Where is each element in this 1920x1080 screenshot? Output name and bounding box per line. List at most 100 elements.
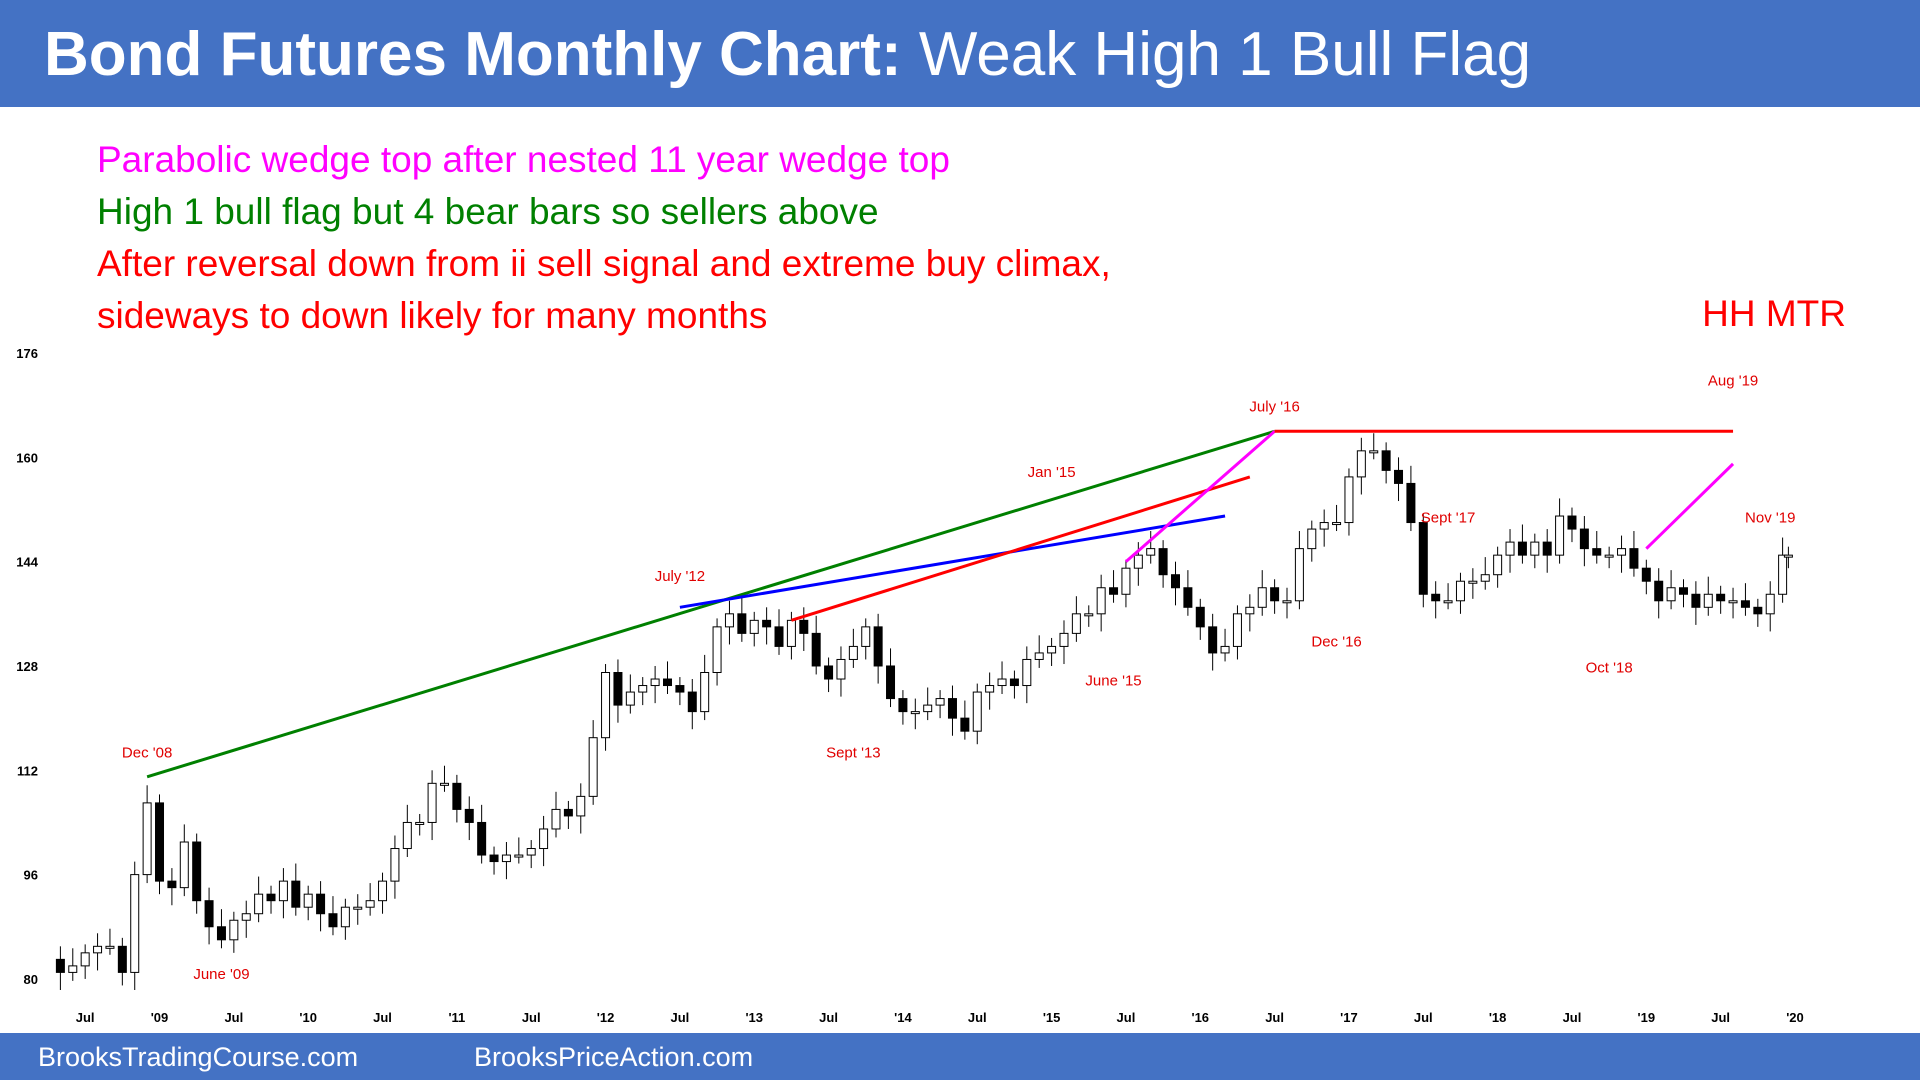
bull-candle: [1232, 613, 1242, 647]
x-tick-label: Jul: [1563, 1010, 1582, 1025]
event-label: Sept '17: [1421, 510, 1476, 527]
bull-candle: [105, 945, 115, 949]
bull-candle: [1617, 548, 1627, 556]
bear-candle: [960, 717, 970, 732]
bear-candle: [1170, 574, 1180, 589]
bear-candle: [452, 782, 462, 810]
event-label: Oct '18: [1586, 660, 1633, 677]
bull-candle: [601, 672, 611, 739]
chart-svg: 80 96 112 128 144 160 176 Jul '09 Jul '10 Jul '11 Jul…: [16, 346, 1803, 1025]
bear-candle: [464, 808, 474, 823]
bear-candle: [167, 880, 177, 889]
trend-line: [790, 475, 1251, 622]
bear-candle: [1753, 606, 1763, 615]
x-tick-label: Jul: [670, 1010, 689, 1025]
bull-candle: [1555, 515, 1565, 556]
event-label: Jan '15: [1028, 464, 1076, 481]
note-2: High 1 bull flag but 4 bear bars so sell…: [97, 191, 879, 232]
bear-candle: [117, 945, 127, 973]
bear-candle: [1009, 678, 1019, 687]
bull-candle: [923, 704, 933, 713]
bear-candle: [1208, 626, 1218, 654]
x-tick-label: Jul: [1117, 1010, 1136, 1025]
bear-candle: [1270, 587, 1280, 602]
bull-candle: [1121, 567, 1131, 595]
bear-candle: [291, 880, 301, 908]
bull-candle: [1530, 541, 1540, 556]
bull-candle: [278, 880, 288, 902]
event-label: June '15: [1085, 673, 1141, 690]
bull-candle: [1728, 600, 1738, 604]
bear-candle: [266, 893, 276, 902]
x-tick-label: '19: [1638, 1010, 1656, 1025]
bull-candle: [972, 691, 982, 732]
bull-candle: [1455, 580, 1465, 602]
bull-candle: [1282, 600, 1292, 604]
footer-left-link[interactable]: BrooksTradingCourse.com: [38, 1042, 359, 1072]
bear-candle: [328, 913, 338, 928]
bear-candle: [1542, 541, 1552, 556]
bull-candle: [1220, 645, 1230, 654]
trend-line: [1124, 430, 1276, 563]
bull-candle: [1783, 554, 1793, 558]
title-bar: Bond Futures Monthly Chart: Weak High 1 …: [0, 0, 1920, 107]
bear-candle: [1195, 606, 1205, 628]
bull-candle: [935, 698, 945, 706]
bull-candle: [526, 848, 536, 856]
x-tick-label: '09: [151, 1010, 169, 1025]
bull-candle: [985, 685, 995, 693]
bear-candle: [1394, 469, 1404, 484]
x-tick-label: Jul: [373, 1010, 392, 1025]
bull-candle: [1319, 522, 1329, 530]
bear-candle: [477, 821, 487, 856]
y-tick-label: 144: [16, 555, 38, 570]
bear-candle: [1629, 548, 1639, 569]
bear-candle: [898, 698, 908, 713]
trend-line: [679, 514, 1226, 609]
bull-candle: [848, 645, 858, 660]
bear-candle: [886, 665, 896, 700]
bull-candle: [1356, 450, 1366, 478]
bull-candle: [588, 737, 598, 797]
bull-candle: [1468, 580, 1478, 584]
bull-candle: [1133, 554, 1143, 569]
bull-candle: [1443, 600, 1453, 604]
bull-candle: [80, 952, 90, 967]
bear-candle: [1517, 541, 1527, 556]
footer-right-link[interactable]: BrooksPriceAction.com: [474, 1042, 754, 1072]
bull-candle: [439, 782, 449, 786]
bull-candle: [179, 841, 189, 889]
x-tick-label: '17: [1340, 1010, 1358, 1025]
bull-candle: [1332, 522, 1342, 526]
trend-line: [1645, 462, 1735, 550]
bull-candle: [402, 821, 412, 850]
x-tick-label: '12: [597, 1010, 615, 1025]
bull-candle: [390, 848, 400, 882]
bear-candle: [204, 900, 214, 928]
x-tick-label: Jul: [522, 1010, 541, 1025]
bull-candle: [303, 893, 313, 908]
annotation-right: HH MTR: [1702, 293, 1846, 334]
bear-candle: [1381, 450, 1391, 471]
bull-candle: [1294, 548, 1304, 602]
bear-candle: [55, 958, 65, 973]
bull-candle: [1245, 606, 1255, 615]
bear-candle: [1418, 522, 1428, 595]
bear-candle: [811, 632, 821, 667]
x-tick-label: '16: [1191, 1010, 1209, 1025]
bear-candle: [799, 619, 809, 634]
bull-candle: [1307, 528, 1317, 550]
bull-candle: [130, 874, 140, 973]
bull-candle: [68, 965, 78, 973]
bull-candle: [650, 678, 660, 687]
footer-bar: BrooksTradingCourse.com BrooksPriceActio…: [0, 1033, 1920, 1080]
bear-candle: [1431, 593, 1441, 602]
event-label: July '12: [655, 568, 705, 585]
bull-candle: [142, 802, 152, 876]
bull-candle: [700, 672, 710, 713]
bull-candle: [378, 880, 388, 902]
chart-notes: Parabolic wedge top after nested 11 year…: [97, 134, 1111, 342]
x-tick-label: Jul: [224, 1010, 243, 1025]
title-bold: Bond Futures Monthly Chart:: [44, 20, 902, 89]
bear-candle: [873, 626, 883, 667]
